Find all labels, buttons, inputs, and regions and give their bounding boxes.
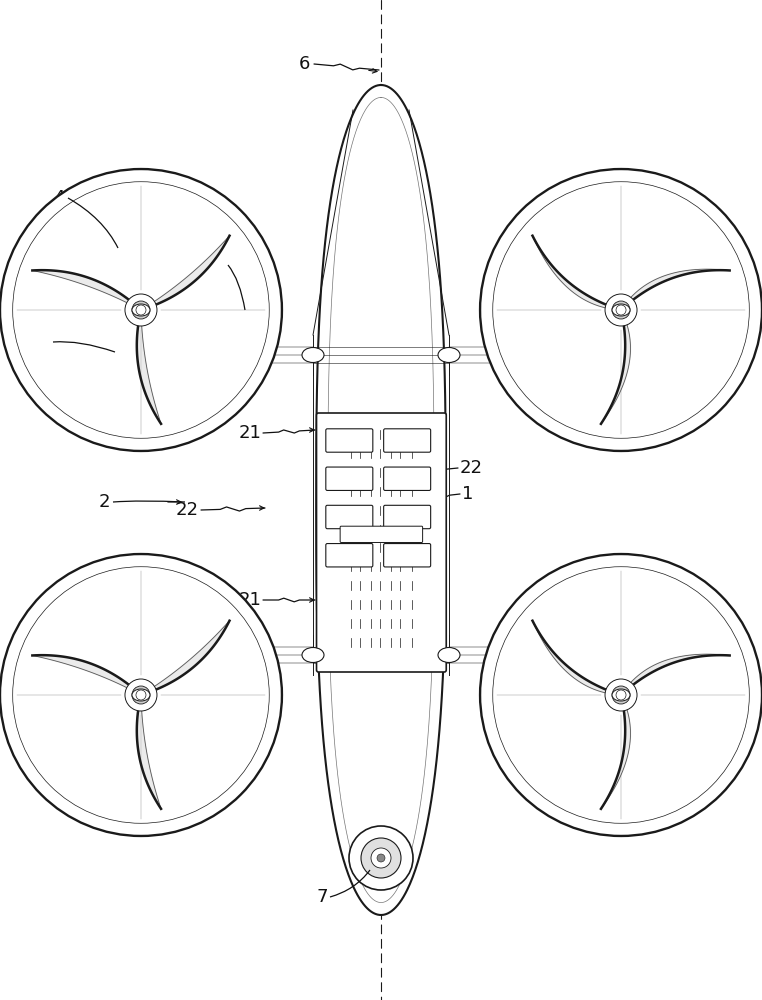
Circle shape (612, 301, 630, 319)
Circle shape (349, 826, 413, 890)
Ellipse shape (302, 348, 324, 362)
Text: 6: 6 (299, 55, 310, 73)
Polygon shape (621, 654, 730, 695)
Polygon shape (533, 236, 621, 310)
Text: 5: 5 (39, 333, 50, 351)
Circle shape (136, 690, 146, 700)
Circle shape (480, 554, 762, 836)
Ellipse shape (612, 304, 630, 316)
Bar (611, 685, 631, 705)
Circle shape (132, 686, 150, 704)
FancyBboxPatch shape (326, 429, 373, 452)
Polygon shape (601, 695, 630, 809)
Circle shape (371, 848, 391, 868)
Circle shape (605, 294, 637, 326)
Circle shape (132, 301, 150, 319)
Text: 21: 21 (238, 591, 261, 609)
Text: 22: 22 (176, 501, 199, 519)
FancyBboxPatch shape (383, 544, 431, 567)
Polygon shape (137, 310, 161, 424)
Polygon shape (601, 310, 630, 424)
Circle shape (361, 838, 401, 878)
Ellipse shape (438, 648, 460, 662)
Circle shape (125, 679, 157, 711)
Circle shape (136, 305, 146, 315)
Circle shape (0, 554, 282, 836)
Bar (131, 685, 151, 705)
Bar (611, 300, 631, 320)
Polygon shape (141, 621, 229, 695)
Polygon shape (533, 621, 621, 695)
Polygon shape (141, 236, 229, 310)
FancyBboxPatch shape (383, 505, 431, 529)
Circle shape (616, 690, 626, 700)
FancyBboxPatch shape (326, 505, 373, 529)
FancyBboxPatch shape (383, 467, 431, 490)
Circle shape (480, 169, 762, 451)
Circle shape (605, 679, 637, 711)
Ellipse shape (132, 689, 150, 701)
Text: 4: 4 (53, 189, 65, 207)
Polygon shape (316, 85, 446, 915)
FancyBboxPatch shape (326, 544, 373, 567)
Ellipse shape (438, 348, 460, 362)
Ellipse shape (132, 304, 150, 316)
Polygon shape (137, 695, 161, 809)
FancyBboxPatch shape (326, 467, 373, 490)
Circle shape (125, 294, 157, 326)
Circle shape (0, 169, 282, 451)
Text: 22: 22 (460, 459, 483, 477)
Circle shape (377, 854, 385, 862)
Bar (131, 300, 151, 320)
FancyBboxPatch shape (340, 526, 423, 542)
Text: 7: 7 (316, 888, 328, 906)
Text: 21: 21 (238, 424, 261, 442)
Text: 2: 2 (98, 493, 110, 511)
FancyBboxPatch shape (316, 413, 447, 672)
Ellipse shape (612, 689, 630, 701)
Circle shape (612, 686, 630, 704)
Polygon shape (621, 269, 730, 310)
Polygon shape (32, 270, 141, 310)
Text: 1: 1 (462, 485, 473, 503)
Polygon shape (32, 655, 141, 695)
Ellipse shape (302, 648, 324, 662)
Text: 3: 3 (216, 256, 228, 274)
Circle shape (616, 305, 626, 315)
FancyBboxPatch shape (383, 429, 431, 452)
